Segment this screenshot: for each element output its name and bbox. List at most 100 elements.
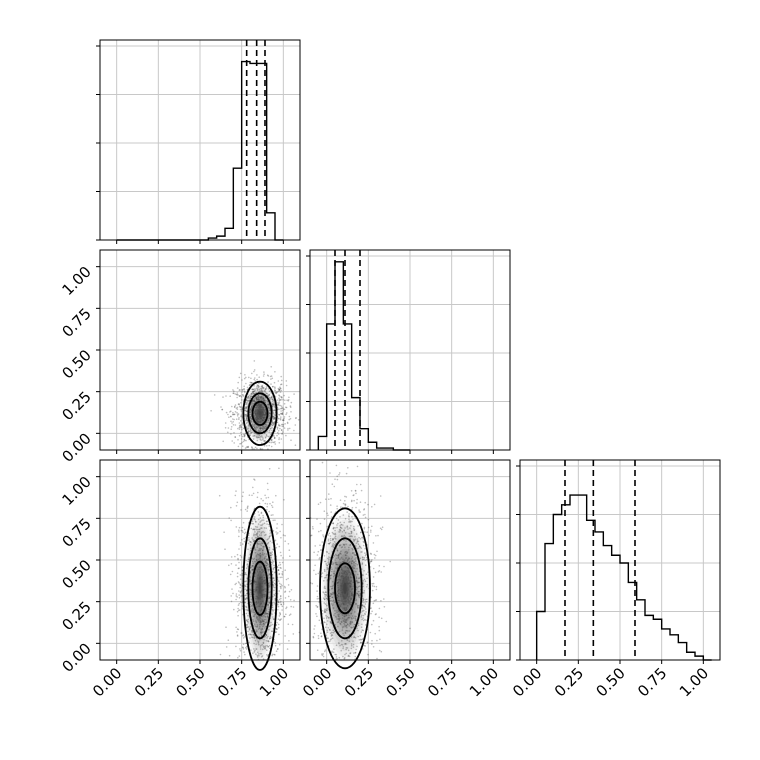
scatter-point (324, 611, 326, 613)
scatter-point (358, 590, 361, 593)
scatter-point (251, 537, 253, 539)
scatter-point (253, 397, 256, 400)
scatter-point (371, 589, 374, 592)
scatter-point (257, 398, 260, 400)
scatter-point (256, 412, 259, 414)
scatter-point (270, 366, 273, 368)
scatter-point (354, 536, 356, 538)
scatter-point (270, 375, 273, 377)
scatter-point (353, 652, 355, 654)
scatter-point (335, 557, 338, 559)
density-level (257, 408, 263, 418)
scatter-point (266, 505, 269, 508)
scatter-point (258, 554, 261, 556)
scatter-point (343, 583, 345, 586)
scatter-point (262, 648, 264, 651)
scatter-point (364, 601, 367, 603)
scatter-point (260, 411, 262, 414)
scatter-point (274, 386, 276, 388)
scatter-point (266, 538, 269, 541)
scatter-point (271, 506, 274, 509)
scatter-point (250, 432, 253, 434)
scatter-point (251, 423, 253, 425)
scatter-point (259, 396, 262, 399)
scatter-point (269, 554, 272, 557)
scatter-point (313, 569, 315, 572)
scatter-point (243, 388, 245, 390)
scatter-point (260, 548, 263, 550)
scatter-point (256, 546, 259, 548)
scatter-point (280, 429, 283, 431)
scatter-point (289, 555, 291, 557)
scatter-point (256, 630, 258, 632)
scatter-point (278, 389, 280, 391)
scatter-point (283, 499, 285, 501)
scatter-point (267, 405, 269, 408)
scatter-point (348, 518, 350, 520)
scatter-point (237, 413, 240, 415)
scatter-point (354, 651, 357, 654)
scatter-point (280, 583, 282, 586)
scatter-point (253, 582, 256, 584)
scatter-point (321, 461, 324, 464)
scatter-point (268, 435, 271, 438)
scatter-point (258, 398, 261, 401)
scatter-point (280, 387, 282, 390)
scatter-point (249, 576, 252, 579)
scatter-point (255, 582, 258, 584)
scatter-point (369, 631, 372, 634)
scatter-point (247, 614, 249, 617)
scatter-point (260, 644, 262, 647)
scatter-point (256, 553, 259, 555)
scatter-point (256, 626, 258, 628)
scatter-point (364, 547, 366, 550)
scatter-point (256, 418, 259, 421)
scatter-point (241, 632, 243, 634)
scatter-point (288, 640, 290, 642)
scatter-point (316, 518, 318, 520)
scatter-point (287, 429, 289, 431)
scatter-point (263, 427, 265, 429)
scatter-point (258, 586, 261, 589)
scatter-point (245, 646, 247, 649)
scatter-point (334, 535, 337, 538)
scatter-point (256, 374, 258, 376)
scatter-point (324, 594, 327, 596)
scatter-point (355, 615, 357, 618)
scatter-point (260, 403, 263, 406)
scatter-point (329, 595, 332, 598)
scatter-point (281, 523, 283, 526)
scatter-point (255, 586, 258, 589)
scatter-point (284, 569, 287, 571)
density-level (249, 392, 271, 434)
scatter-point (350, 525, 352, 527)
scatter-point (256, 654, 259, 657)
scatter-point (263, 522, 266, 525)
scatter-point (268, 640, 270, 643)
scatter-point (244, 409, 246, 412)
scatter-point (267, 635, 269, 638)
scatter-point (256, 384, 259, 386)
scatter-point (237, 609, 240, 612)
scatter-point (251, 388, 253, 391)
scatter-point (286, 412, 288, 414)
scatter-point (344, 625, 346, 628)
scatter-point (266, 618, 269, 620)
scatter-point (344, 500, 346, 502)
scatter-point (349, 600, 352, 602)
scatter-point (354, 489, 357, 492)
scatter-point (241, 399, 243, 401)
scatter-point (356, 567, 358, 570)
scatter-point (280, 413, 283, 415)
scatter-point (257, 535, 259, 538)
scatter-point (264, 391, 267, 393)
scatter-point (363, 508, 366, 510)
scatter-point (235, 626, 237, 629)
scatter-point (240, 410, 243, 412)
scatter-point (327, 534, 330, 536)
scatter-point (249, 411, 252, 413)
scatter-point (254, 597, 256, 600)
scatter-point (350, 558, 353, 560)
scatter-point (353, 553, 356, 556)
scatter-point (353, 625, 355, 628)
